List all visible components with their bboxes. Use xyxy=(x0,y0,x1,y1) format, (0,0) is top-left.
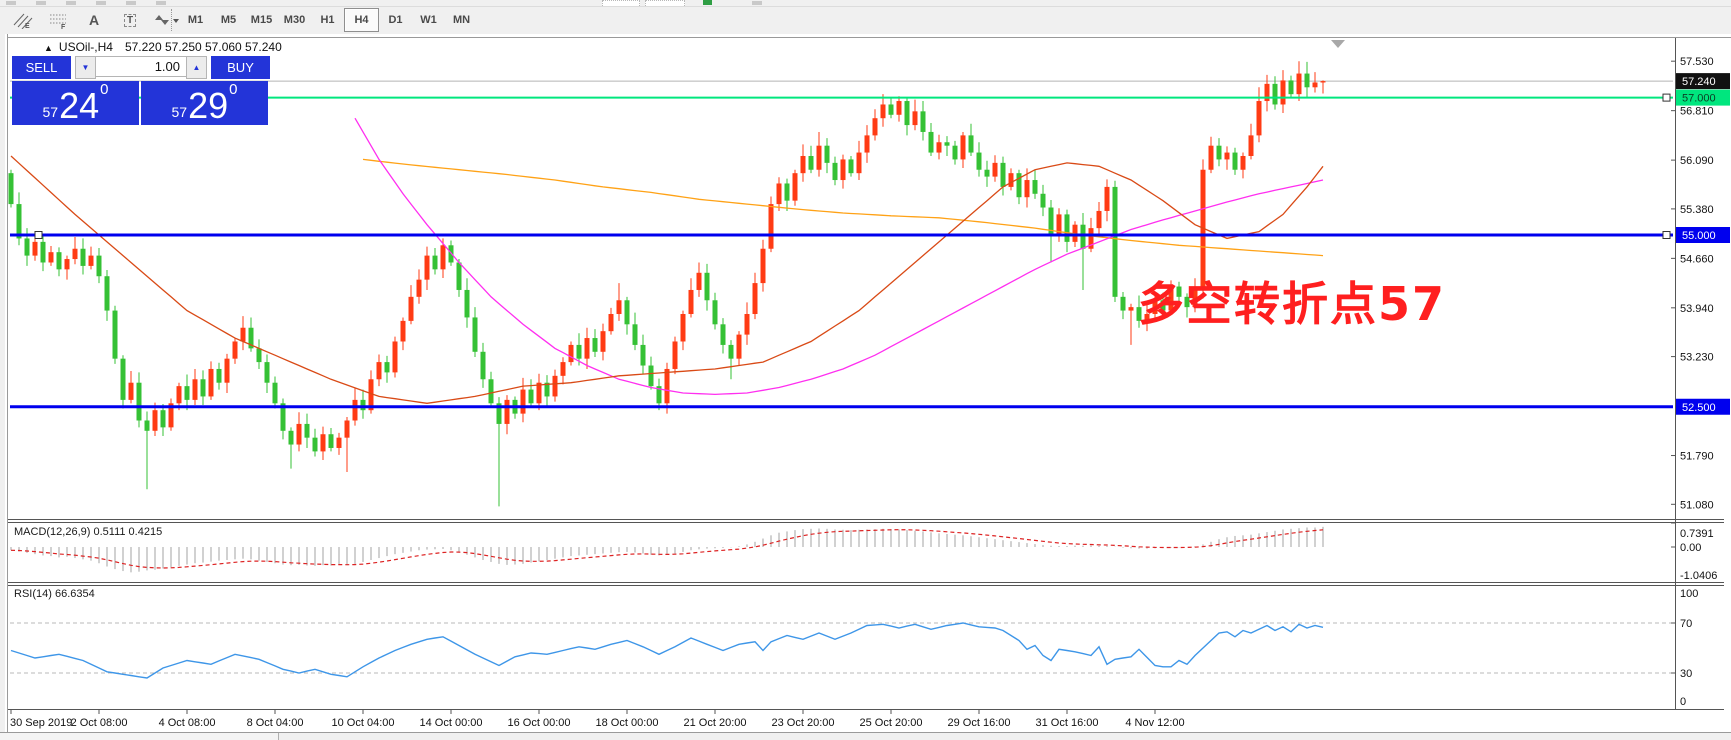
sell-button[interactable]: SELL xyxy=(12,56,71,79)
sell-price-big: 24 xyxy=(59,85,100,126)
macd-label: MACD(12,26,9) 0.5111 0.4215 xyxy=(14,526,163,538)
time-axis-label: 29 Oct 16:00 xyxy=(948,717,1011,729)
svg-text:57.000: 57.000 xyxy=(1682,93,1716,105)
svg-text:70: 70 xyxy=(1680,618,1692,630)
buy-price-display[interactable]: 57 29 0 xyxy=(141,81,268,125)
svg-text:F: F xyxy=(61,24,66,29)
price-tick-label: 51.080 xyxy=(1680,499,1714,511)
time-axis-label: 2 Oct 08:00 xyxy=(71,717,128,729)
chart-annotation-text: 多空转折点57 xyxy=(1138,277,1447,331)
ma-mid-line xyxy=(354,117,1324,396)
text-label-icon[interactable]: T xyxy=(116,9,144,31)
sell-price-prefix: 57 xyxy=(42,104,59,120)
price-tick-label: 55.380 xyxy=(1680,204,1714,216)
price-tick-label: 57.530 xyxy=(1680,56,1714,68)
svg-text:E: E xyxy=(25,23,30,29)
one-click-trading-panel: SELL ▼ ▲ BUY 57 24 0 57 29 0 xyxy=(12,56,270,125)
rsi-line xyxy=(10,622,1324,679)
sell-price-display[interactable]: 57 24 0 xyxy=(12,81,139,125)
price-badge-55.000 xyxy=(1676,227,1730,243)
buy-price-big: 29 xyxy=(188,85,229,126)
price-tick-label: 53.230 xyxy=(1680,352,1714,364)
timeframe-button-mn[interactable]: MN xyxy=(452,14,471,26)
timeframes-toolbar: M1 M5 M15 M30 H1 H4 D1 W1 MN xyxy=(179,8,478,32)
symbol-period-label: USOil-,H4 xyxy=(58,40,113,54)
svg-text:0.00: 0.00 xyxy=(1680,542,1701,554)
price-tick-label: 56.810 xyxy=(1680,106,1714,118)
timeframe-button-m15[interactable]: M15 xyxy=(250,14,273,26)
price-tick-label: 51.790 xyxy=(1680,451,1714,463)
timeframe-button-w1[interactable]: W1 xyxy=(420,14,437,26)
time-axis-label: 18 Oct 00:00 xyxy=(596,717,659,729)
svg-text:52.500: 52.500 xyxy=(1682,402,1716,414)
svg-text:0.7391: 0.7391 xyxy=(1680,528,1714,540)
timeframe-button-m1[interactable]: M1 xyxy=(187,14,204,26)
ohlc-values: 57.220 57.250 57.060 57.240 xyxy=(124,40,282,54)
toolbar-separator xyxy=(171,9,172,31)
time-axis-label: 16 Oct 00:00 xyxy=(508,717,571,729)
buy-button[interactable]: BUY xyxy=(211,56,270,79)
clipped-green-icon xyxy=(703,0,712,5)
candlesticks-layer xyxy=(8,61,1326,507)
price-badge-52.500 xyxy=(1676,398,1730,415)
ma-slow-line xyxy=(362,158,1324,257)
timeframe-button-h1[interactable]: H1 xyxy=(320,14,335,26)
timeframe-button-d1[interactable]: D1 xyxy=(388,14,403,26)
svg-text:30: 30 xyxy=(1680,668,1692,680)
price-tick-label: 53.940 xyxy=(1680,303,1714,315)
chart-title: ▲ USOil-,H4 57.220 57.250 57.060 57.240 xyxy=(44,40,282,54)
macd-signal-line xyxy=(10,529,1324,569)
symbol-marker-icon: ▲ xyxy=(44,43,53,53)
buy-price-prefix: 57 xyxy=(171,104,188,120)
svg-text:100: 100 xyxy=(1680,588,1698,600)
time-axis-label: 4 Nov 12:00 xyxy=(1125,717,1184,729)
time-axis-label: 25 Oct 20:00 xyxy=(860,717,923,729)
price-badge-57.000 xyxy=(1676,89,1730,106)
time-axis-label: 21 Oct 20:00 xyxy=(684,717,747,729)
arrows-icon[interactable] xyxy=(152,9,180,31)
ma-fast-line xyxy=(10,155,1324,404)
svg-text:57.240: 57.240 xyxy=(1682,76,1716,88)
volume-increase-button[interactable]: ▲ xyxy=(186,56,208,79)
time-axis-label: 10 Oct 04:00 xyxy=(332,717,395,729)
timeframe-button-m5[interactable]: M5 xyxy=(220,14,237,26)
text-icon[interactable]: A xyxy=(88,12,100,28)
svg-text:-1.0406: -1.0406 xyxy=(1680,570,1717,582)
svg-text:55.000: 55.000 xyxy=(1682,230,1716,242)
macd-panel-layer xyxy=(10,526,1324,573)
time-axis-label: 14 Oct 00:00 xyxy=(420,717,483,729)
time-axis-label: 31 Oct 16:00 xyxy=(1036,717,1099,729)
rsi-panel-layer xyxy=(10,622,1673,679)
hline-handle[interactable] xyxy=(1662,231,1671,239)
time-axis-label: 23 Oct 20:00 xyxy=(772,717,835,729)
time-axis-label: 8 Oct 04:00 xyxy=(247,717,304,729)
timeframe-button-m30[interactable]: M30 xyxy=(283,14,306,26)
window-left-edge xyxy=(0,34,8,740)
timeframe-button-h4[interactable]: H4 xyxy=(344,8,379,32)
clipped-upper-toolbar xyxy=(0,0,1731,7)
hline-handle[interactable] xyxy=(1662,93,1671,102)
axes-layer: 57.530 56.810 56.090 55.380 54.660 53.940 53.2… xyxy=(8,37,1731,729)
price-tick-label: 56.090 xyxy=(1680,155,1714,167)
volume-input[interactable] xyxy=(96,56,186,77)
hline-handle[interactable] xyxy=(34,231,43,239)
fibonacci-icon[interactable]: F xyxy=(44,9,72,31)
rsi-label: RSI(14) 66.6354 xyxy=(14,588,95,600)
status-strip xyxy=(0,732,1731,740)
price-tick-label: 54.660 xyxy=(1680,253,1714,265)
volume-decrease-button[interactable]: ▼ xyxy=(74,56,96,79)
chart-shift-marker xyxy=(1331,40,1345,48)
time-axis-label: 4 Oct 08:00 xyxy=(159,717,216,729)
equidistant-channel-icon[interactable]: E xyxy=(8,9,36,31)
buy-price-pip: 0 xyxy=(229,81,238,98)
time-axis-label: 30 Sep 2019 xyxy=(10,717,72,729)
sell-price-pip: 0 xyxy=(100,81,109,98)
main-panel-layer xyxy=(8,40,1673,507)
svg-text:0: 0 xyxy=(1680,696,1686,708)
price-badge-57.240 xyxy=(1676,73,1730,90)
